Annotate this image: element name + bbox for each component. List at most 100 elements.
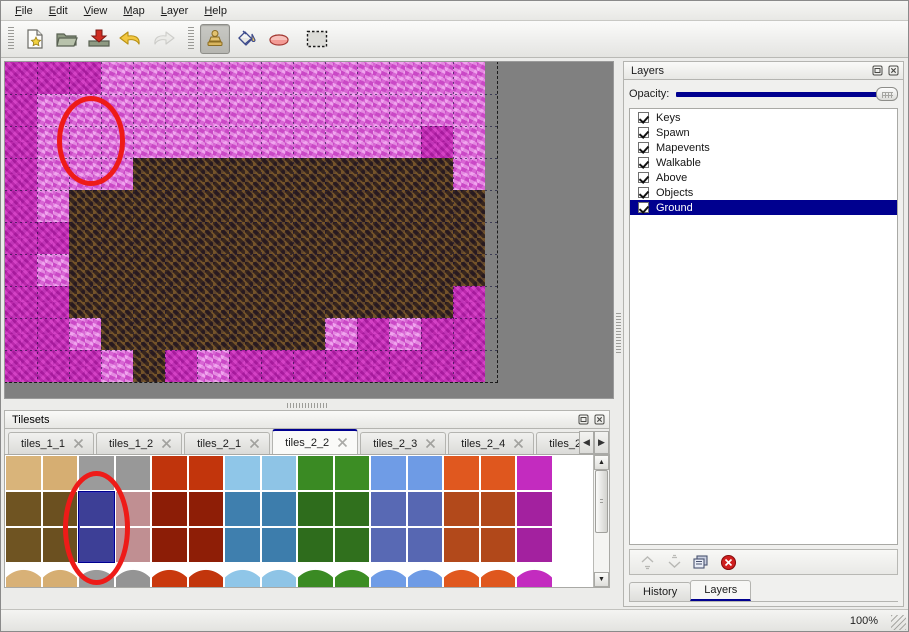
- map-tile[interactable]: [37, 62, 69, 94]
- map-tile[interactable]: [453, 126, 485, 158]
- vertical-splitter[interactable]: [614, 58, 623, 609]
- map-tile[interactable]: [165, 158, 197, 190]
- close-tab-icon[interactable]: [161, 438, 172, 449]
- map-canvas-viewport[interactable]: [4, 61, 614, 399]
- map-tile[interactable]: [101, 190, 133, 222]
- map-tile[interactable]: [37, 126, 69, 158]
- map-tile[interactable]: [293, 318, 325, 350]
- tileset-tile[interactable]: [152, 564, 187, 587]
- map-tile[interactable]: [37, 254, 69, 286]
- move-layer-up-button[interactable]: [636, 552, 658, 572]
- move-layer-down-button[interactable]: [663, 552, 685, 572]
- map-tile[interactable]: [261, 318, 293, 350]
- map-tile[interactable]: [389, 158, 421, 190]
- close-tab-icon[interactable]: [337, 437, 348, 448]
- tileset-tab-tiles_1_2[interactable]: tiles_1_2: [96, 432, 183, 454]
- layer-visibility-checkbox[interactable]: [638, 142, 649, 153]
- open-map-button[interactable]: [52, 24, 82, 54]
- map-tile[interactable]: [325, 94, 357, 126]
- tileset-tab-tiles_1_1[interactable]: tiles_1_1: [8, 432, 95, 454]
- tileset-tile[interactable]: [517, 456, 552, 490]
- map-tile[interactable]: [69, 62, 101, 94]
- map-tile[interactable]: [453, 158, 485, 190]
- tileset-tile[interactable]: [371, 564, 406, 587]
- layer-row[interactable]: Ground: [630, 200, 897, 215]
- tileset-tile[interactable]: [407, 456, 442, 490]
- map-tile[interactable]: [101, 94, 133, 126]
- tileset-tile[interactable]: [152, 456, 187, 490]
- map-tile[interactable]: [133, 286, 165, 318]
- map-tile[interactable]: [229, 222, 261, 254]
- map-tile[interactable]: [101, 286, 133, 318]
- map-tile[interactable]: [101, 126, 133, 158]
- tileset-tile[interactable]: [334, 492, 369, 526]
- tileset-tile[interactable]: [79, 564, 114, 587]
- map-tile[interactable]: [5, 318, 37, 350]
- menu-view[interactable]: View: [76, 3, 116, 19]
- tileset-tile[interactable]: [517, 528, 552, 562]
- tileset-tile[interactable]: [480, 528, 515, 562]
- map-tile[interactable]: [389, 126, 421, 158]
- map-tile[interactable]: [325, 254, 357, 286]
- map-tile[interactable]: [101, 158, 133, 190]
- map-tile[interactable]: [101, 350, 133, 382]
- map-tile[interactable]: [325, 318, 357, 350]
- map-tile[interactable]: [101, 318, 133, 350]
- map-tile[interactable]: [421, 62, 453, 94]
- tilesets-float-button[interactable]: [577, 413, 590, 426]
- dock-tab-layers[interactable]: Layers: [690, 580, 752, 601]
- dock-tab-history[interactable]: History: [629, 582, 692, 601]
- duplicate-layer-button[interactable]: [690, 552, 712, 572]
- map-tile[interactable]: [389, 94, 421, 126]
- map-tile[interactable]: [261, 126, 293, 158]
- tileset-vertical-scrollbar[interactable]: ▲ ▼: [593, 455, 609, 587]
- map-tile[interactable]: [165, 62, 197, 94]
- map-tile[interactable]: [325, 126, 357, 158]
- tileset-tile[interactable]: [6, 528, 41, 562]
- map-tile[interactable]: [421, 350, 453, 382]
- map-tile[interactable]: [325, 350, 357, 382]
- tileset-tile[interactable]: [6, 564, 41, 587]
- map-tile[interactable]: [357, 94, 389, 126]
- map-tile[interactable]: [133, 126, 165, 158]
- map-tile[interactable]: [69, 318, 101, 350]
- map-tile[interactable]: [389, 286, 421, 318]
- scroll-down-arrow-icon[interactable]: ▼: [594, 572, 609, 587]
- map-tile[interactable]: [325, 222, 357, 254]
- map-tile[interactable]: [165, 254, 197, 286]
- map-tile[interactable]: [197, 254, 229, 286]
- layer-visibility-checkbox[interactable]: [638, 112, 649, 123]
- map-tile[interactable]: [261, 222, 293, 254]
- map-tile[interactable]: [197, 350, 229, 382]
- tileset-tile[interactable]: [480, 564, 515, 587]
- tileset-tile[interactable]: [225, 564, 260, 587]
- map-tile[interactable]: [165, 222, 197, 254]
- layer-row[interactable]: Objects: [630, 185, 897, 200]
- scrollbar-thumb[interactable]: [595, 470, 608, 534]
- tileset-tile[interactable]: [42, 564, 77, 587]
- map-tile[interactable]: [453, 350, 485, 382]
- tileset-tile[interactable]: [115, 456, 150, 490]
- tileset-tile[interactable]: [261, 456, 296, 490]
- map-tile[interactable]: [133, 62, 165, 94]
- map-tile[interactable]: [5, 222, 37, 254]
- tileset-tab-tiles_2_4[interactable]: tiles_2_4: [448, 432, 535, 454]
- tileset-tile[interactable]: [298, 492, 333, 526]
- map-tile[interactable]: [325, 286, 357, 318]
- close-tab-icon[interactable]: [249, 438, 260, 449]
- stamp-tool-button[interactable]: [200, 24, 230, 54]
- tileset-tile[interactable]: [225, 492, 260, 526]
- map-tile[interactable]: [453, 286, 485, 318]
- map-tile[interactable]: [133, 222, 165, 254]
- map-tile[interactable]: [421, 254, 453, 286]
- map-tile[interactable]: [165, 286, 197, 318]
- tileset-tile[interactable]: [188, 528, 223, 562]
- menu-edit[interactable]: Edit: [41, 3, 76, 19]
- map-tile[interactable]: [357, 62, 389, 94]
- menu-file[interactable]: File: [7, 3, 41, 19]
- menu-layer[interactable]: Layer: [153, 3, 197, 19]
- map-tile[interactable]: [325, 190, 357, 222]
- rectangle-select-tool-button[interactable]: [302, 24, 332, 54]
- map-tile[interactable]: [133, 94, 165, 126]
- map-tile[interactable]: [5, 94, 37, 126]
